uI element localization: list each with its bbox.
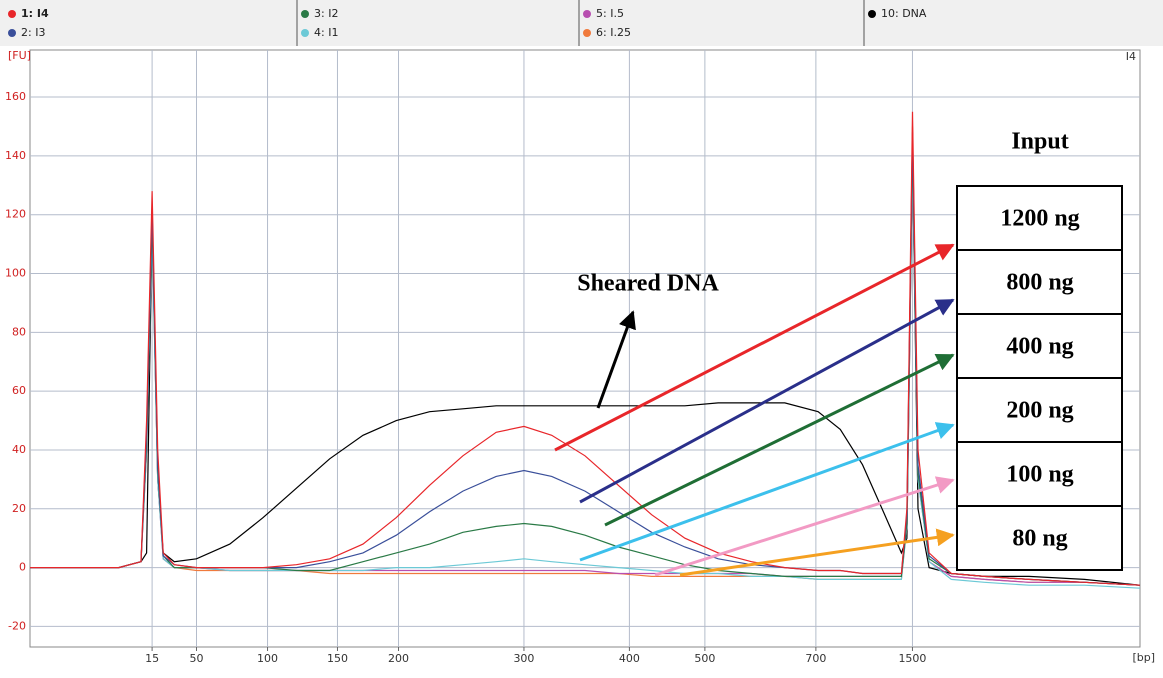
x-tick-label: 700 (805, 652, 826, 665)
legend-label: 4: I1 (314, 26, 338, 39)
legend-label: 5: I.5 (596, 7, 624, 20)
y-tick-label: 60 (12, 384, 26, 397)
input-label: 200 ng (1006, 398, 1073, 424)
y-tick-label: 80 (12, 325, 26, 338)
legend-marker (301, 29, 309, 37)
y-tick-label: 0 (19, 561, 26, 574)
x-tick-label: 1500 (898, 652, 926, 665)
input-cell (956, 313, 1123, 379)
y-tick-label: 100 (5, 267, 26, 280)
legend-marker (583, 10, 591, 18)
input-label: 400 ng (1006, 334, 1073, 360)
annotation: Sheared DNA (577, 271, 719, 297)
input-title: Input (1011, 129, 1068, 155)
legend-marker (301, 10, 309, 18)
legend-marker (868, 10, 876, 18)
arrow (596, 310, 636, 409)
y-tick-label: 20 (12, 502, 26, 515)
legend-label: 10: DNA (881, 7, 927, 20)
x-axis-label: [bp] (1132, 651, 1155, 664)
input-label: 800 ng (1006, 270, 1073, 296)
input-cell (956, 441, 1123, 507)
x-tick-label: 100 (257, 652, 278, 665)
input-cell (956, 505, 1123, 571)
annotations: Sheared DNA Input 1200 ng 800 ng 400 ng 200… (554, 129, 1123, 577)
series-line (30, 111, 1141, 586)
input-label: 80 ng (1012, 526, 1067, 552)
input-label: 100 ng (1006, 462, 1073, 488)
input-cell (956, 249, 1123, 315)
x-tick-label: 15 (145, 652, 159, 665)
x-tick-label: 400 (619, 652, 640, 665)
x-tick-label: 50 (190, 652, 204, 665)
y-tick-label: 140 (5, 149, 26, 162)
x-tick-label: 500 (694, 652, 715, 665)
legend-marker (8, 29, 16, 37)
x-tick-label: 200 (388, 652, 409, 665)
legend-label: 2: I3 (21, 26, 45, 39)
arrow (579, 422, 955, 562)
y-tick-label: 40 (12, 443, 26, 456)
arrow (679, 528, 955, 577)
arrow (579, 298, 955, 504)
legend-marker (583, 29, 591, 37)
legend-bar (0, 0, 1163, 46)
legend-marker (8, 10, 16, 18)
arrow (554, 243, 955, 452)
sample-label: I4 (1126, 50, 1136, 63)
y-tick-label: 160 (5, 90, 26, 103)
legend-label: 3: I2 (314, 7, 338, 20)
arrow (604, 353, 955, 527)
x-tick-label: 300 (513, 652, 534, 665)
input-cell (956, 185, 1123, 251)
legend-label: 1: I4 (21, 7, 49, 20)
arrow (654, 476, 955, 577)
y-axis-label: [FU] (8, 49, 31, 62)
y-tick-label: 120 (5, 208, 26, 221)
legend-label: 6: I.25 (596, 26, 631, 39)
y-tick-label: -20 (8, 619, 26, 632)
plot-area (29, 49, 1141, 648)
input-label: 1200 ng (1000, 206, 1079, 232)
x-tick-label: 150 (327, 652, 348, 665)
